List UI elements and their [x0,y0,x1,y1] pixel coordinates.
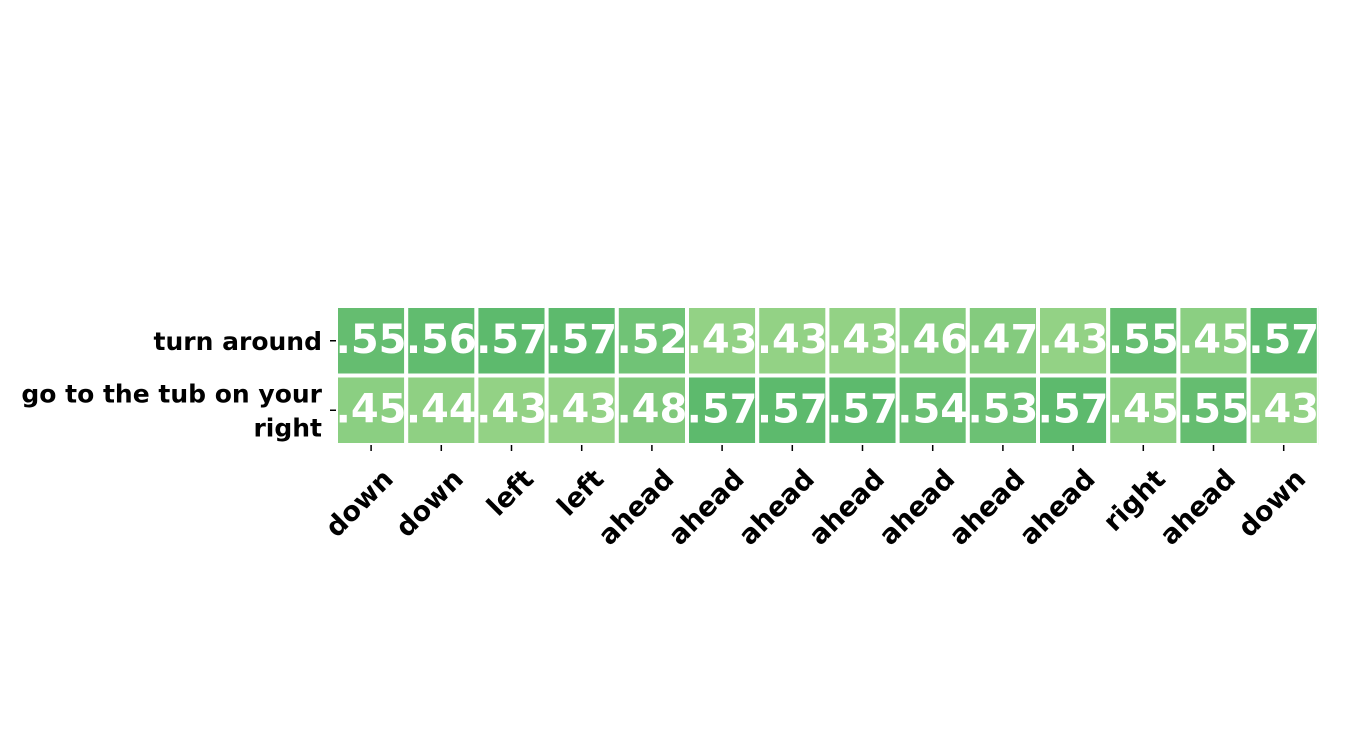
heatmap-cells: .55.56.57.57.52.43.43.43.46.47.43.55.45.… [336,306,1319,445]
cell-value-label: .57 [1038,386,1109,432]
column-label: down [320,464,400,544]
cell-value-label: .55 [1178,386,1249,432]
cell-value-label: .44 [406,386,477,432]
cell-value-label: .56 [406,317,477,363]
cell-value-label: .53 [967,386,1038,432]
cell-value-label: .57 [687,386,758,432]
cell-value-label: .45 [1178,317,1249,363]
cell-value-label: .47 [967,317,1038,363]
heatmap-cell [1176,373,1251,445]
cell-value-label: .57 [1248,317,1319,363]
cell-value-label: .43 [687,317,758,363]
cell-value-label: .57 [476,317,547,363]
cell-value-label: .45 [336,386,407,432]
row-label: go to the tub on your right [21,379,322,442]
heatmap-cell [1036,373,1111,445]
row-labels: turn around go to the tub on your right [21,327,336,442]
cell-value-label: .43 [827,317,898,363]
heatmap-cell [755,306,830,378]
column-label: ahead [733,464,821,552]
column-label: ahead [1014,464,1102,552]
cell-value-label: .43 [1248,386,1319,432]
cell-value-label: .45 [1108,386,1179,432]
cell-grid: .55.56.57.57.52.43.43.43.46.47.43.55.45.… [336,306,1319,445]
heatmap-cell [1246,373,1319,445]
cell-value-label: .54 [897,386,968,432]
column-label: left [481,464,540,523]
heatmap-cell [336,373,409,445]
column-label: ahead [663,464,751,552]
heatmap-cell [825,306,900,378]
cell-value-label: .57 [546,317,617,363]
cell-value-label: .55 [1108,317,1179,363]
heatmap-cell [825,373,900,445]
cell-value-label: .55 [336,317,407,363]
cell-value-label: .48 [616,386,687,432]
column-label: ahead [873,464,961,552]
heatmap-cell [544,306,619,378]
heatmap-cell [685,373,760,445]
heatmap-cell [614,373,689,445]
column-label: down [390,464,470,544]
cell-value-label: .43 [476,386,547,432]
heatmap-cell [544,373,619,445]
column-label: left [551,464,610,523]
cell-value-label: .43 [757,317,828,363]
heatmap-cell [404,373,479,445]
column-label: ahead [1154,464,1242,552]
column-label: ahead [593,464,681,552]
cell-value-label: .43 [546,386,617,432]
column-label: ahead [803,464,891,552]
row-label: turn around [154,327,322,356]
cell-value-label: .43 [1038,317,1109,363]
cell-value-label: .57 [757,386,828,432]
cell-value-label: .57 [827,386,898,432]
heatmap-cell [404,306,479,378]
column-label: ahead [944,464,1032,552]
cell-value-label: .46 [897,317,968,363]
column-label: down [1232,464,1312,544]
cell-value-label: .52 [616,317,687,363]
